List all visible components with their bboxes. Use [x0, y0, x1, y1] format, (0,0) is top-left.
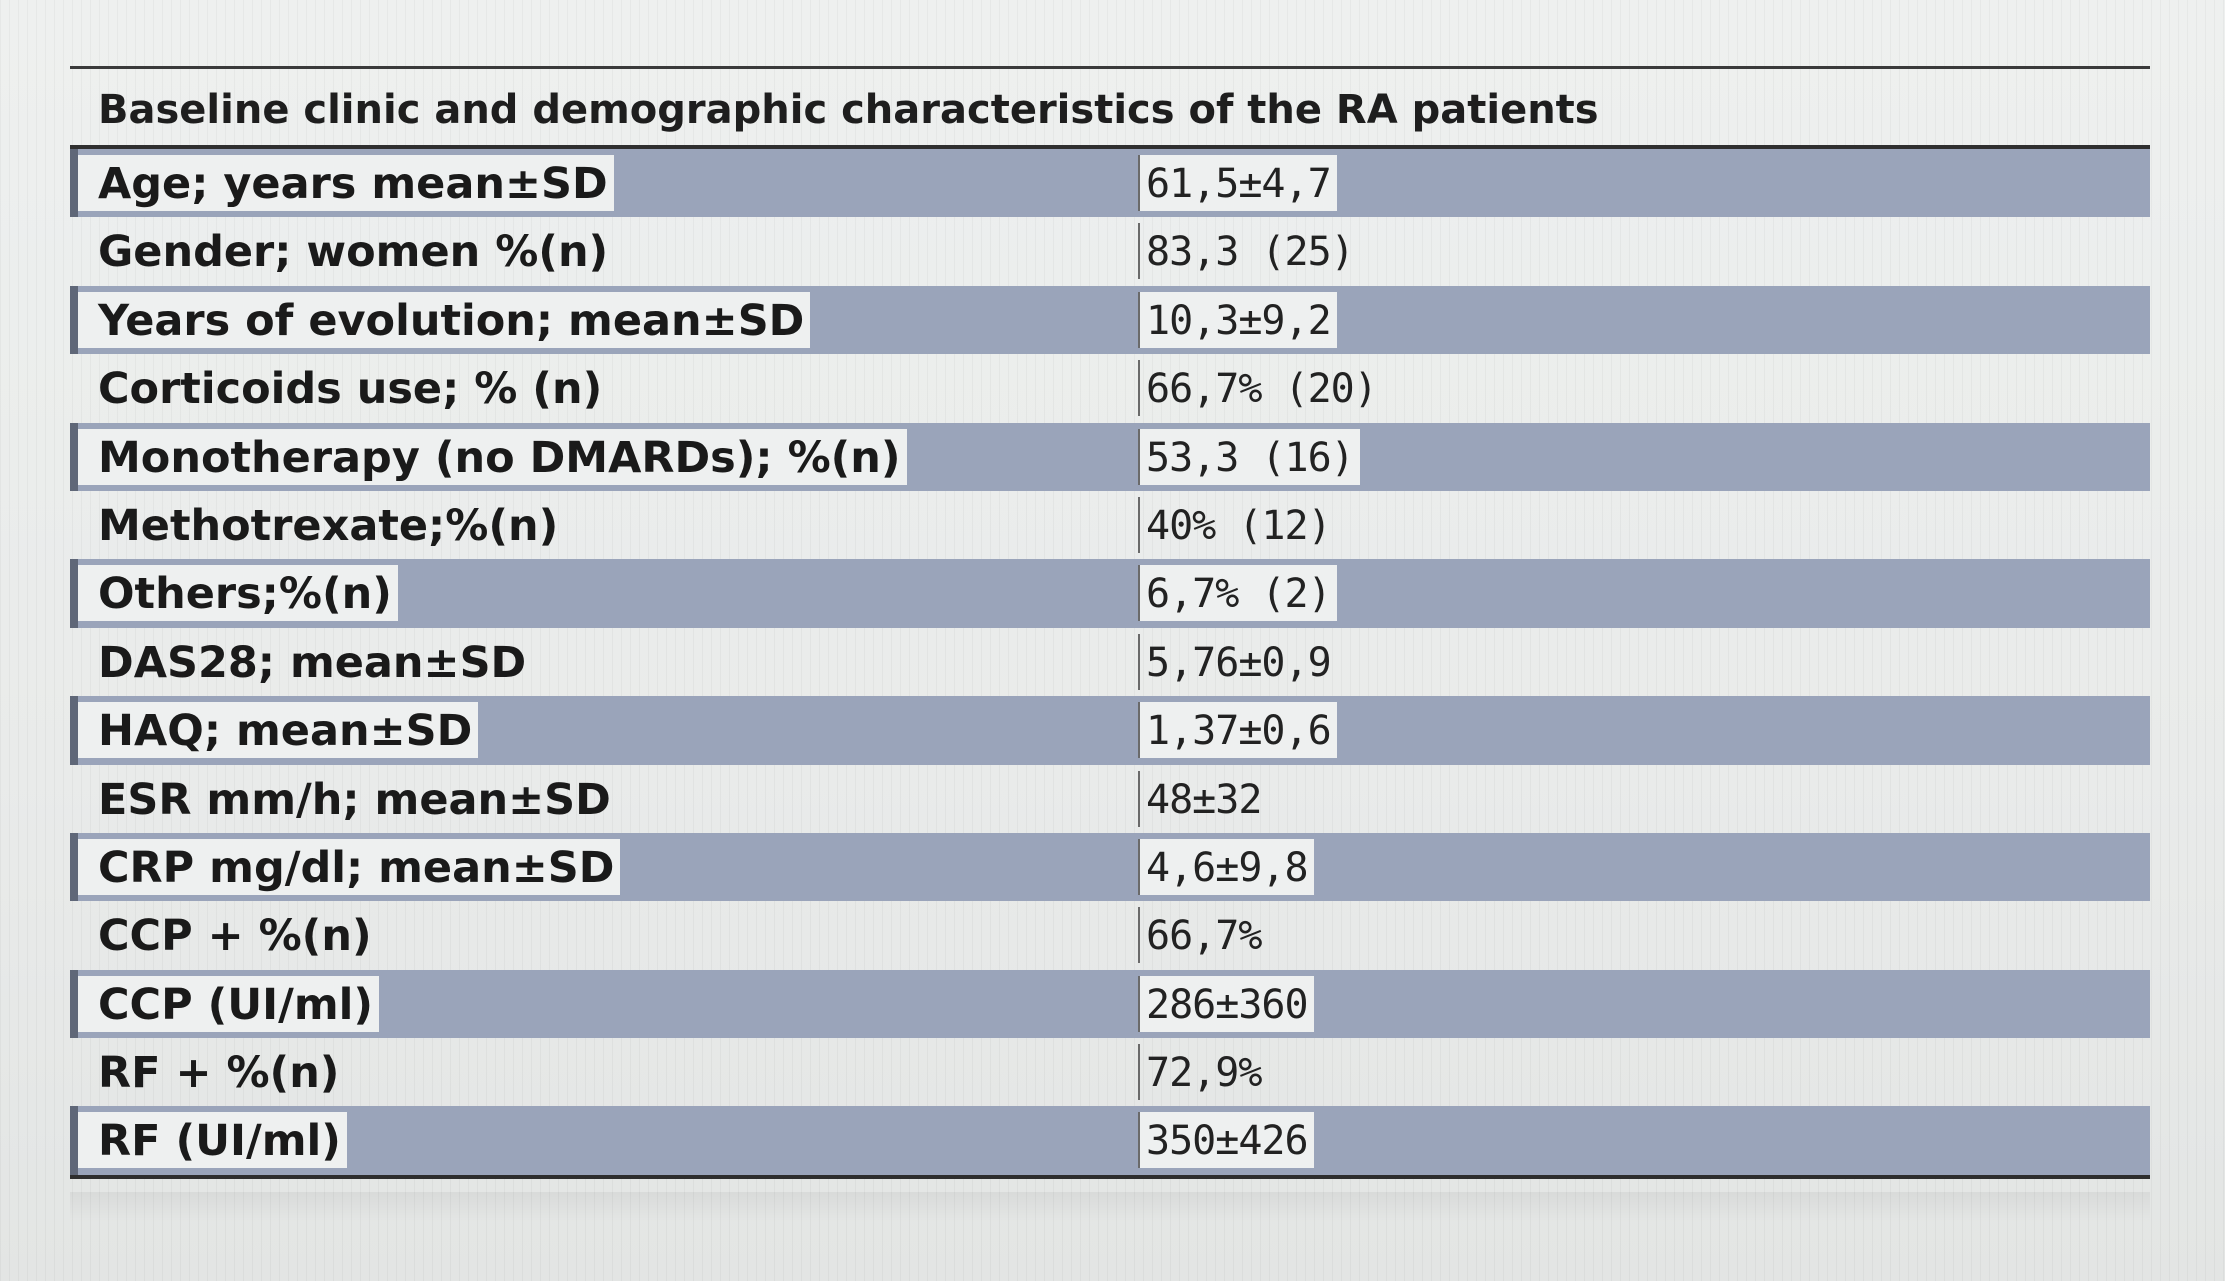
row-value: 350±426	[1138, 1112, 1314, 1169]
table-row: DAS28; mean±SD 5,76±0,9	[70, 628, 2150, 696]
row-label: HAQ; mean±SD	[78, 702, 479, 759]
table-row: Monotherapy (no DMARDs); %(n) 53,3 (16)	[70, 422, 2150, 491]
row-value: 61,5±4,7	[1138, 155, 1337, 211]
table-row: Years of evolution; mean±SD 10,3±9,2	[70, 285, 2150, 355]
row-label: Age; years mean±SD	[78, 155, 614, 211]
row-value: 66,7% (20)	[1138, 360, 1383, 417]
table-title: Baseline clinic and demographic characte…	[70, 69, 2150, 149]
table-row: Methotrexate;%(n) 40% (12)	[70, 491, 2150, 559]
row-label: Gender; women %(n)	[98, 227, 609, 278]
row-label: RF + %(n)	[98, 1048, 340, 1099]
characteristics-table: Baseline clinic and demographic characte…	[70, 66, 2150, 1179]
row-label: CCP + %(n)	[98, 911, 372, 962]
table-body: Age; years mean±SD 61,5±4,7 Gender; wome…	[70, 149, 2150, 1175]
row-value: 6,7% (2)	[1138, 565, 1337, 622]
row-label: Others;%(n)	[78, 565, 398, 622]
row-value: 5,76±0,9	[1138, 633, 1337, 690]
table-row: ESR mm/h; mean±SD 48±32	[70, 765, 2150, 833]
row-value: 286±360	[1138, 975, 1314, 1032]
table-row: Others;%(n) 6,7% (2)	[70, 559, 2150, 628]
row-value: 53,3 (16)	[1138, 428, 1360, 485]
table-row: CCP (UI/ml) 286±360	[70, 969, 2150, 1039]
row-label: CRP mg/dl; mean±SD	[78, 838, 621, 895]
row-label: RF (UI/ml)	[78, 1112, 347, 1169]
table-row: Gender; women %(n) 83,3 (25)	[70, 217, 2150, 285]
table-row: Age; years mean±SD 61,5±4,7	[70, 149, 2150, 218]
row-label: ESR mm/h; mean±SD	[98, 774, 611, 825]
table-row: HAQ; mean±SD 1,37±0,6	[70, 696, 2150, 765]
row-label: DAS28; mean±SD	[98, 637, 527, 688]
row-label: Monotherapy (no DMARDs); %(n)	[78, 428, 907, 485]
table-row: CRP mg/dl; mean±SD 4,6±9,8	[70, 832, 2150, 902]
table-row: RF + %(n) 72,9%	[70, 1038, 2150, 1106]
table-row: CCP + %(n) 66,7%	[70, 901, 2150, 969]
row-value: 72,9%	[1138, 1044, 1267, 1101]
row-value: 4,6±9,8	[1138, 838, 1314, 895]
table-row: RF (UI/ml) 350±426	[70, 1106, 2150, 1175]
row-label: CCP (UI/ml)	[78, 975, 380, 1032]
row-label: Years of evolution; mean±SD	[78, 291, 811, 348]
row-label: Methotrexate;%(n)	[98, 500, 559, 551]
row-value: 40% (12)	[1138, 496, 1337, 553]
row-value: 10,3±9,2	[1138, 291, 1337, 348]
row-value: 1,37±0,6	[1138, 702, 1337, 759]
row-value: 83,3 (25)	[1138, 223, 1360, 280]
row-value: 48±32	[1138, 770, 1267, 827]
row-value: 66,7%	[1138, 907, 1267, 964]
table-shadow	[70, 1192, 2150, 1222]
row-label: Corticoids use; % (n)	[98, 364, 603, 415]
table-row: Corticoids use; % (n) 66,7% (20)	[70, 354, 2150, 422]
